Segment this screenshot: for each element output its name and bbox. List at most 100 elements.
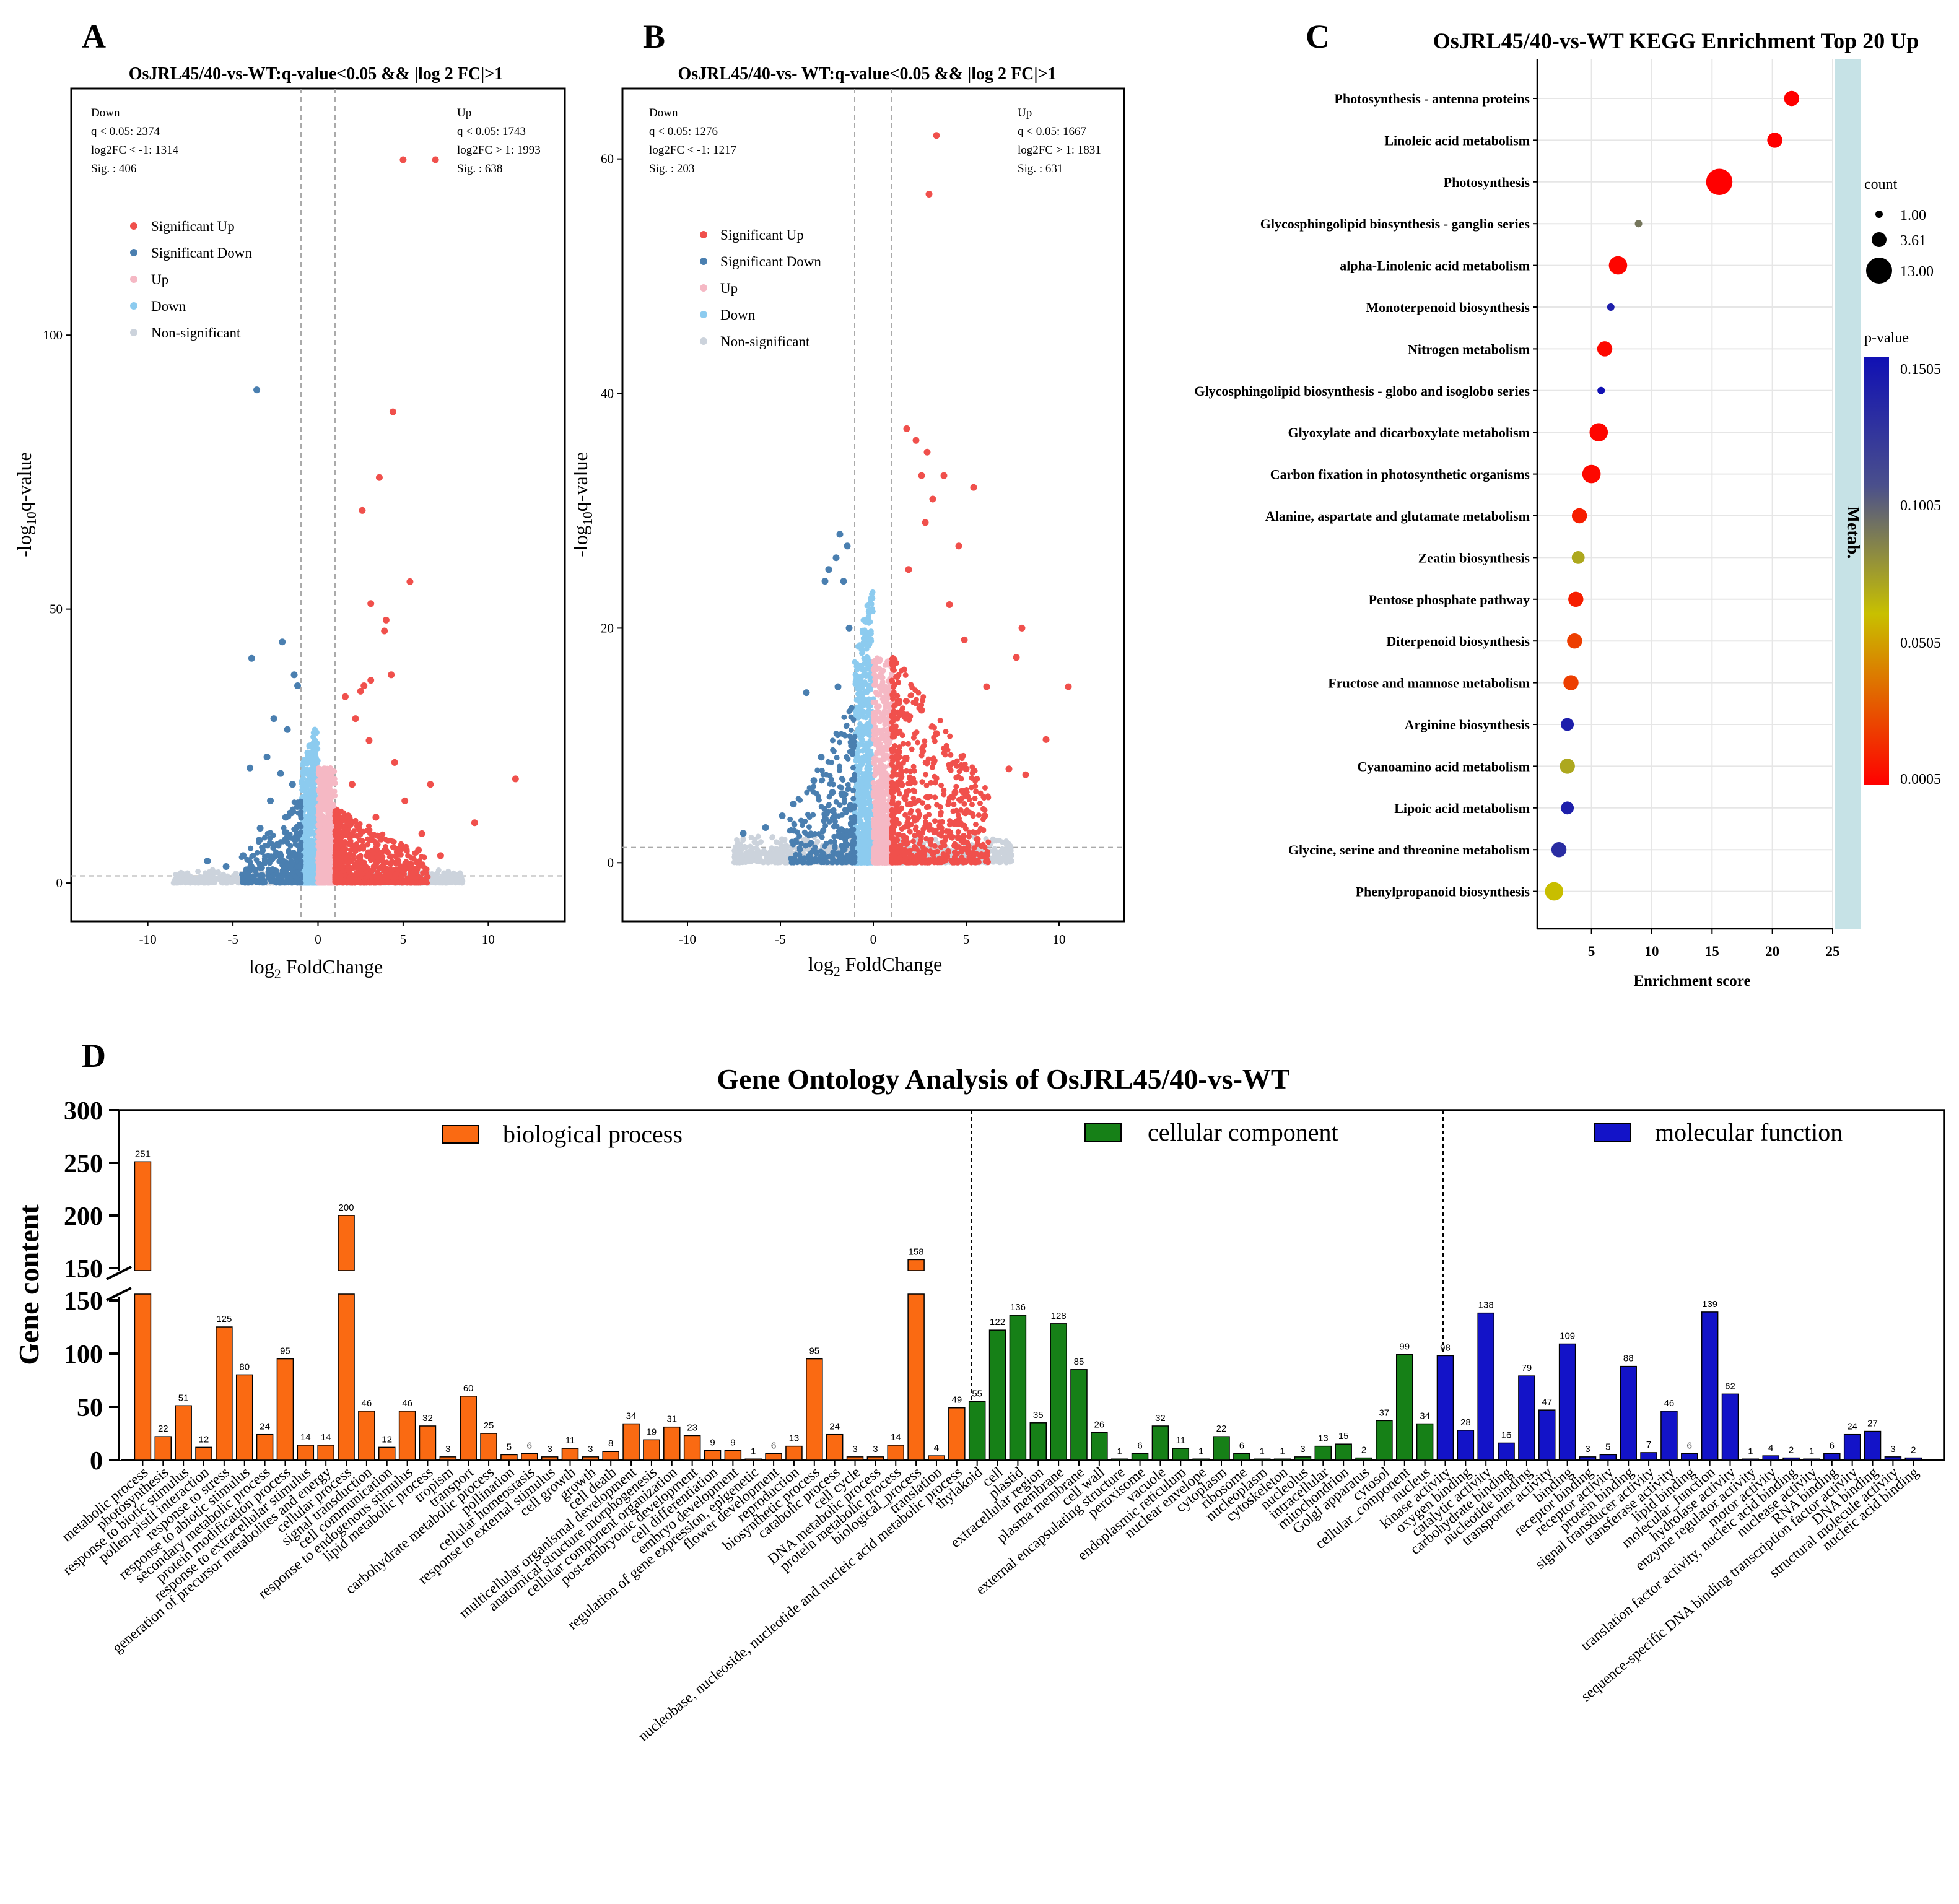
up-dot [326,788,333,794]
down-dot [307,821,313,827]
up-dot [329,771,335,777]
nonsig-dot [225,879,231,885]
down-dot [867,607,873,613]
sig-up-cloud-dot [419,854,425,860]
nonsig-dot [782,837,788,843]
sig-down-point-5 [270,715,277,723]
sig-up-point-13 [341,693,349,700]
sig-up-point-23 [418,830,425,837]
x-tick-label: -10 [139,932,157,947]
down-dot [308,878,314,884]
sig-up-cloud-dot [403,859,409,865]
panel-a-down-stat-1: q < 0.05: 2374 [91,125,160,138]
sig-up-cloud-dot [361,859,367,866]
up-dot [321,880,328,886]
sig-down-cloud-dot [298,813,304,819]
sig-up-cloud-dot [391,845,398,851]
up-dot [321,765,327,772]
nonsig-dot [436,880,442,886]
nonsig-dot [458,879,465,885]
sig-down-cloud-dot [298,846,304,852]
sig-up-cloud-dot [403,843,409,850]
sig-up-cloud-dot [349,833,355,839]
sig-down-cloud-dot [259,865,265,871]
up-dot [328,795,334,801]
down-dot [860,630,866,636]
sig-up-cloud-dot [425,874,431,880]
sig-up-point-18 [365,737,373,744]
x-tick-label: 5 [400,932,407,947]
panel-a: A OsJRL45/40-vs-WT:q-value<0.05 && |log … [13,18,566,981]
nonsig-dot [201,873,207,879]
sig-up-point-3 [375,474,383,481]
sig-up-cloud-dot [338,808,344,814]
sig-up-point-12 [357,687,364,695]
up-dot [322,836,328,842]
down-dot [864,768,870,774]
sig-down-point-12 [282,814,289,821]
x-tick-label: 0 [315,932,321,947]
sig-down-cloud-dot [297,822,303,828]
down-dot [300,781,307,788]
panel-a-legend-sig-up-marker [130,222,137,230]
panel-a-up-stat-0: Up [457,107,471,120]
sig-up-point-0 [399,156,407,163]
sig-down-cloud-dot [248,845,254,851]
sig-up-point-10 [367,677,375,684]
y-tick-label: 50 [50,602,63,617]
sig-up-point-26 [377,835,385,843]
sig-up-cloud-dot [382,843,388,850]
down-dot [865,748,871,754]
x-tick-label: 10 [482,932,495,947]
nonsig-dot [750,853,756,859]
sig-up-cloud-dot [383,868,389,874]
down-dot [864,778,870,785]
panel-a-legend-down: Down [151,298,186,314]
nonsig-dot [433,874,439,880]
sig-up-point-20 [348,781,356,788]
down-dot [865,761,871,767]
sig-up-cloud-dot [388,867,394,873]
down-dot [301,820,307,826]
panel-b-letter: B [643,18,665,55]
up-dot [315,803,321,809]
down-dot [311,747,317,754]
sig-up-point-16 [512,775,519,783]
sig-down-point-1 [279,638,286,646]
sig-up-cloud-dot [336,814,342,820]
sig-down-cloud-dot [288,858,294,864]
nonsig-dot [429,879,435,885]
nonsig-dot [211,869,217,876]
sig-up-point-22 [372,814,380,821]
sig-up-point-32 [336,858,344,865]
sig-up-cloud-dot [339,877,345,883]
panel-a-density-clouds [170,726,466,886]
down-dot [860,695,866,701]
sig-up-cloud-dot [364,828,370,834]
panel-a-legend-nonsig: Non-significant [151,325,241,341]
down-dot [868,630,874,637]
nonsig-dot [762,850,769,856]
sig-down-cloud-dot [294,856,300,863]
nonsig-dot [233,871,239,877]
down-dot [860,641,866,648]
down-dot [305,749,311,755]
sig-up-point-27 [415,846,422,854]
nonsig-dot [770,856,776,862]
down-dot [862,671,868,677]
down-dot [854,707,860,713]
sig-down-point-21 [295,863,303,871]
nonsig-dot [453,879,460,885]
down-dot [860,713,866,719]
nonsig-dot [992,856,998,863]
sig-down-point-7 [263,754,271,761]
sig-down-cloud-dot [258,872,264,878]
sig-down-point-13 [256,825,264,832]
up-dot [321,869,327,876]
down-dot [863,681,870,687]
sig-down-cloud-dot [252,867,258,873]
down-dot [303,843,310,850]
panel-a-legend-sig-down-marker [130,249,137,256]
sig-down-cloud-dot [290,809,297,815]
